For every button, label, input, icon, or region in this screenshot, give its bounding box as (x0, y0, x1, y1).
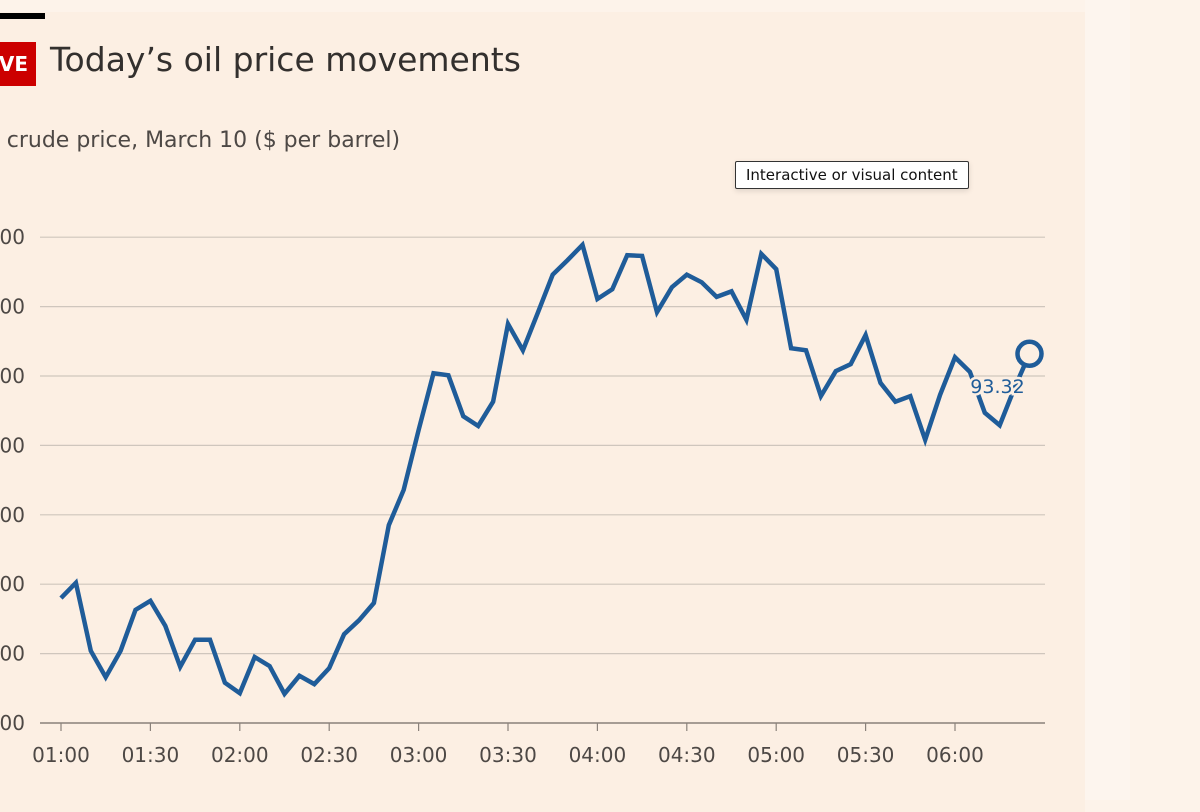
data-point (670, 285, 674, 289)
data-point (938, 393, 942, 397)
x-tick-label: 05:30 (837, 743, 895, 767)
x-tick-label: 04:30 (658, 743, 716, 767)
data-point (119, 649, 123, 653)
x-tick-label: 06:00 (926, 743, 984, 767)
y-tick-label: 91.00 (0, 503, 25, 527)
y-tick-label: 94.00 (0, 295, 25, 319)
data-point (417, 428, 421, 432)
tooltip: Interactive or visual content (735, 161, 969, 189)
data-point (208, 638, 212, 642)
data-point (730, 289, 734, 293)
data-point (148, 599, 152, 603)
live-badge: LIVE (0, 42, 36, 86)
price-line (59, 240, 1032, 698)
data-point (968, 370, 972, 374)
data-point (774, 267, 778, 271)
data-point (238, 691, 242, 695)
y-tick-label: 90.00 (0, 572, 25, 596)
data-point (223, 681, 227, 685)
chart-panel (0, 12, 1085, 812)
y-tick-label: 92.00 (0, 433, 25, 457)
data-point (953, 355, 957, 359)
data-point (89, 649, 93, 653)
data-point (595, 297, 599, 301)
data-point (998, 423, 1002, 427)
data-point (491, 400, 495, 404)
header-rule (0, 13, 45, 19)
chart-subtitle: Brent crude price, March 10 ($ per barre… (0, 128, 401, 153)
data-point (849, 362, 853, 366)
data-point (59, 596, 63, 600)
data-point (700, 280, 704, 284)
data-point (685, 273, 689, 277)
x-tick-label: 03:00 (390, 743, 448, 767)
data-point (923, 438, 927, 442)
data-point (476, 424, 480, 428)
data-point (655, 310, 659, 314)
last-value-label: 93.32 (970, 376, 1024, 398)
data-point (521, 348, 525, 352)
last-point-marker (1015, 339, 1044, 369)
y-tick-label: 89.00 (0, 642, 25, 666)
data-point (908, 394, 912, 398)
data-point (879, 381, 883, 385)
data-point (178, 665, 182, 669)
data-point (163, 624, 167, 628)
data-point (312, 682, 316, 686)
data-point (342, 632, 346, 636)
x-tick-label: 02:30 (300, 743, 358, 767)
data-point (297, 674, 301, 678)
data-point (327, 666, 331, 670)
data-point (461, 414, 465, 418)
data-point (804, 348, 808, 352)
data-point (893, 400, 897, 404)
x-tick-label: 04:00 (569, 743, 627, 767)
data-point (640, 254, 644, 258)
data-point (432, 371, 436, 375)
chart-title: Today’s oil price movements (50, 40, 521, 79)
data-point (446, 373, 450, 377)
data-point (834, 369, 838, 373)
x-tick-label: 02:00 (211, 743, 269, 767)
data-point (134, 608, 138, 612)
data-point (566, 258, 570, 262)
data-point (74, 581, 78, 585)
data-point (402, 488, 406, 492)
data-point (104, 675, 108, 679)
y-tick-label: 88.00 (0, 711, 25, 735)
data-point (357, 618, 361, 622)
data-point (372, 601, 376, 605)
data-point (536, 311, 540, 315)
data-point (387, 523, 391, 527)
data-point (625, 253, 629, 257)
data-point (581, 243, 585, 247)
y-tick-label: 95.00 (0, 225, 25, 249)
data-point (268, 664, 272, 668)
y-tick-label: 93.00 (0, 364, 25, 388)
data-point (864, 333, 868, 337)
data-point (715, 295, 719, 299)
x-tick-label: 05:00 (747, 743, 805, 767)
data-point (744, 318, 748, 322)
x-tick-label: 01:30 (122, 743, 180, 767)
data-point (610, 287, 614, 291)
x-tick-label: 01:00 (32, 743, 90, 767)
x-tick-label: 03:30 (479, 743, 537, 767)
data-point (253, 655, 257, 659)
data-point (819, 394, 823, 398)
data-point (506, 322, 510, 326)
data-point (283, 692, 287, 696)
data-point (759, 252, 763, 256)
side-strip (1085, 0, 1130, 800)
data-point (983, 411, 987, 415)
data-point (551, 273, 555, 277)
data-point (193, 638, 197, 642)
data-point (789, 346, 793, 350)
